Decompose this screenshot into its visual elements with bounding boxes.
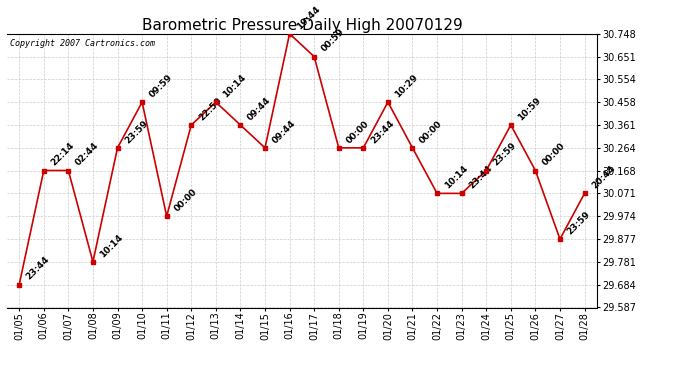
Text: 22:14: 22:14	[49, 141, 76, 168]
Text: 23:59: 23:59	[566, 210, 592, 236]
Text: 09:44: 09:44	[270, 118, 297, 145]
Text: 19:44: 19:44	[295, 4, 322, 31]
Text: 00:00: 00:00	[418, 119, 444, 145]
Text: 10:29: 10:29	[393, 73, 420, 99]
Text: Copyright 2007 Cartronics.com: Copyright 2007 Cartronics.com	[10, 39, 155, 48]
Text: 09:44: 09:44	[246, 96, 273, 122]
Text: 10:59: 10:59	[516, 96, 543, 122]
Text: 23:44: 23:44	[467, 164, 494, 190]
Text: 23:44: 23:44	[25, 255, 52, 282]
Title: Barometric Pressure Daily High 20070129: Barometric Pressure Daily High 20070129	[141, 18, 462, 33]
Text: 00:59: 00:59	[319, 27, 346, 54]
Text: 02:44: 02:44	[74, 141, 101, 168]
Text: 00:00: 00:00	[344, 119, 371, 145]
Text: 23:59: 23:59	[492, 141, 518, 168]
Text: 23:59: 23:59	[123, 118, 150, 145]
Text: 22:59: 22:59	[197, 96, 224, 122]
Text: 20:44: 20:44	[590, 164, 617, 190]
Text: 09:59: 09:59	[148, 73, 175, 99]
Text: 10:14: 10:14	[221, 73, 248, 99]
Text: 10:14: 10:14	[442, 164, 469, 190]
Text: 23:44: 23:44	[369, 118, 395, 145]
Text: 10:14: 10:14	[99, 232, 125, 259]
Text: 00:00: 00:00	[172, 187, 199, 213]
Text: 00:00: 00:00	[541, 141, 567, 168]
